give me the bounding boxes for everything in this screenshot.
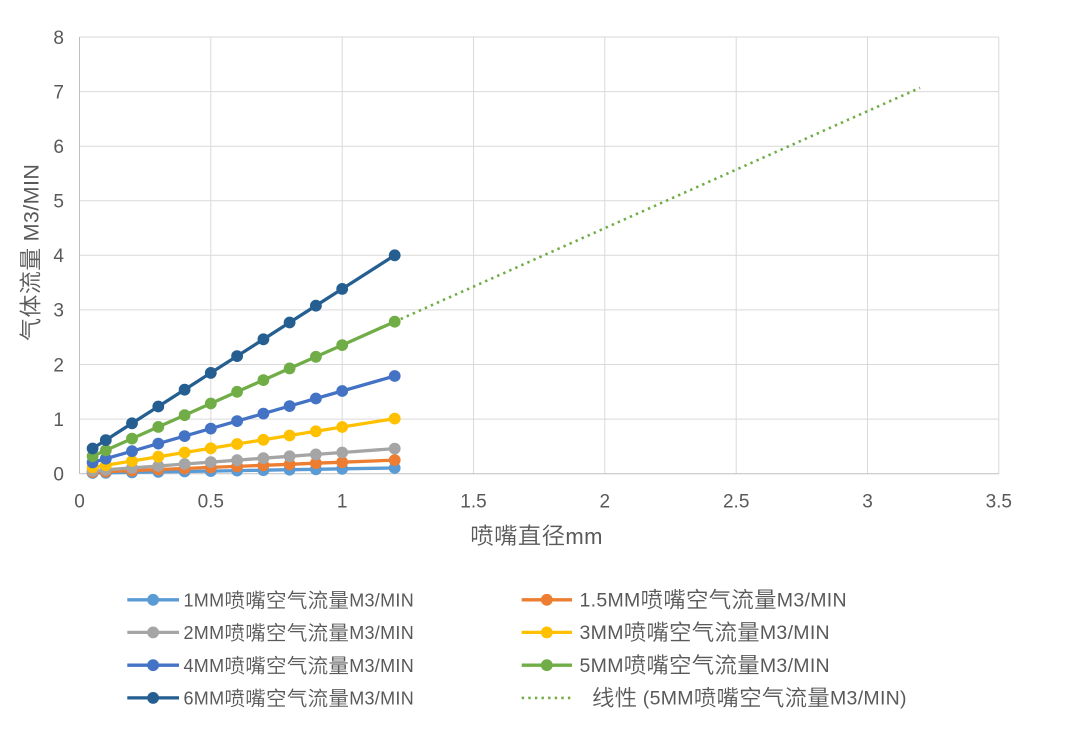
svg-text:M3/MIN: M3/MIN bbox=[760, 655, 830, 677]
svg-text:7: 7 bbox=[53, 82, 64, 103]
svg-text:M3/MIN: M3/MIN bbox=[777, 589, 847, 611]
svg-text:3.5: 3.5 bbox=[986, 492, 1012, 513]
svg-text:6: 6 bbox=[53, 137, 64, 158]
svg-text:M3/MIN: M3/MIN bbox=[349, 656, 414, 676]
svg-text:4MM: 4MM bbox=[184, 656, 225, 676]
svg-text:M3/MIN: M3/MIN bbox=[349, 689, 414, 709]
svg-text:M3/MIN: M3/MIN bbox=[349, 590, 414, 610]
svg-text:5MM: 5MM bbox=[580, 655, 624, 677]
svg-text:4: 4 bbox=[53, 246, 64, 267]
svg-text:1.5MM: 1.5MM bbox=[580, 589, 641, 611]
svg-text:(5MM: (5MM bbox=[643, 688, 694, 710]
svg-text:2MM: 2MM bbox=[184, 623, 225, 643]
svg-text:2: 2 bbox=[600, 492, 611, 513]
svg-text:2.5: 2.5 bbox=[723, 492, 749, 513]
svg-text:6MM: 6MM bbox=[184, 689, 225, 709]
svg-text:3MM: 3MM bbox=[580, 622, 624, 644]
svg-text:2: 2 bbox=[53, 355, 64, 376]
svg-text:M3/MIN): M3/MIN) bbox=[830, 688, 907, 710]
svg-text:3: 3 bbox=[862, 492, 873, 513]
svg-text:5: 5 bbox=[53, 192, 64, 213]
svg-text:1: 1 bbox=[53, 410, 64, 431]
svg-text:1MM: 1MM bbox=[184, 590, 225, 610]
svg-text:0: 0 bbox=[74, 492, 85, 513]
svg-text:mm: mm bbox=[565, 524, 602, 549]
svg-text:0.5: 0.5 bbox=[198, 492, 224, 513]
svg-text:0: 0 bbox=[53, 465, 64, 486]
svg-text:8: 8 bbox=[53, 28, 64, 49]
svg-text:M3/MIN: M3/MIN bbox=[349, 623, 414, 643]
svg-text:M3/MIN: M3/MIN bbox=[20, 164, 44, 242]
svg-text:1.5: 1.5 bbox=[460, 492, 486, 513]
svg-text:M3/MIN: M3/MIN bbox=[760, 622, 830, 644]
svg-text:3: 3 bbox=[53, 301, 64, 322]
svg-text:1: 1 bbox=[337, 492, 348, 513]
